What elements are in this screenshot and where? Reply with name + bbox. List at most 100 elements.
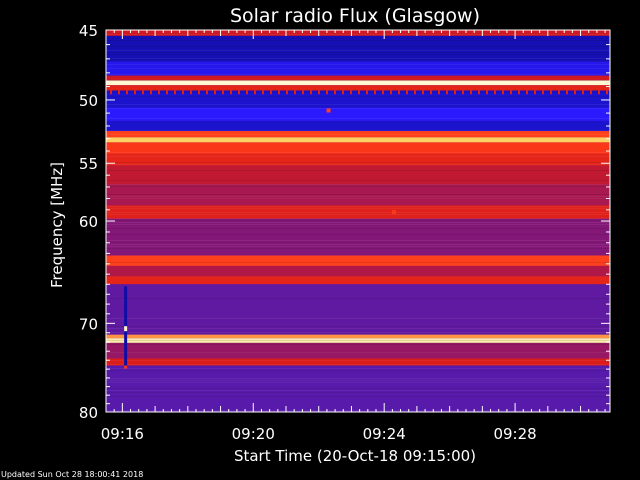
frequency-band [106, 120, 610, 132]
x-axis-label: Start Time (20-Oct-18 09:15:00) [234, 447, 476, 465]
y-tick-label: 60 [79, 213, 98, 231]
interference-dot [334, 90, 336, 95]
interference-dot [158, 90, 160, 95]
frequency-band [106, 184, 610, 206]
interference-dot [150, 90, 152, 95]
frequency-band [106, 137, 610, 143]
burst-spot [326, 108, 331, 113]
plot-area [106, 30, 610, 412]
interference-dot [126, 90, 128, 95]
interference-dot [502, 90, 504, 95]
interference-dot [374, 90, 376, 95]
interference-dot [406, 90, 408, 95]
frequency-band [106, 218, 610, 256]
frequency-band [106, 365, 610, 412]
frequency-band [106, 30, 610, 36]
y-tick-label: 50 [79, 92, 98, 110]
interference-dot [366, 90, 368, 95]
frequency-band [106, 342, 610, 359]
interference-dot [582, 90, 584, 95]
interference-dot [254, 90, 256, 95]
frequency-band [106, 90, 610, 108]
x-tick-label: 09:20 [232, 425, 275, 443]
frequency-band [106, 334, 610, 339]
interference-dot [134, 90, 136, 95]
y-tick-label: 80 [79, 404, 98, 422]
x-tick-label: 09:28 [493, 425, 536, 443]
frequency-band [106, 131, 610, 138]
interference-dot [318, 90, 320, 95]
interference-dot [390, 90, 392, 95]
interference-dot [230, 90, 232, 95]
interference-dot [222, 90, 224, 95]
frequency-band [106, 35, 610, 62]
interference-dot [190, 90, 192, 95]
interference-dot [518, 90, 520, 95]
x-tick-label: 09:24 [363, 425, 406, 443]
y-axis-label: Frequency [MHz] [48, 162, 66, 288]
interference-dot [198, 90, 200, 95]
frequency-band [106, 276, 610, 285]
interference-dot [262, 90, 264, 95]
interference-dot [534, 90, 536, 95]
interference-dot [462, 90, 464, 95]
interference-dot [566, 90, 568, 95]
frequency-band [106, 107, 610, 121]
interference-dot [110, 90, 112, 95]
frequency-band [106, 142, 610, 154]
interference-dot [510, 90, 512, 95]
frequency-band [106, 61, 610, 76]
interference-dot [606, 90, 608, 95]
interference-dot [350, 90, 352, 95]
frequency-band [106, 265, 610, 277]
frequency-band [106, 255, 610, 266]
interference-dot [206, 90, 208, 95]
interference-dot [598, 90, 600, 95]
chart-title: Solar radio Flux (Glasgow) [230, 5, 480, 27]
interference-dot [310, 90, 312, 95]
interference-dot [446, 90, 448, 95]
interference-dot [398, 90, 400, 95]
frequency-band [106, 338, 610, 343]
interference-dot [246, 90, 248, 95]
interference-dot [238, 90, 240, 95]
x-tick-label: 09:16 [101, 425, 144, 443]
interference-dot [422, 90, 424, 95]
interference-dot [470, 90, 472, 95]
frequency-band [106, 205, 610, 219]
interference-dot [358, 90, 360, 95]
frequency-band [106, 153, 610, 166]
y-tick-label: 45 [79, 22, 98, 40]
interference-dot [278, 90, 280, 95]
frequency-band [106, 75, 610, 81]
y-tick-label: 70 [79, 315, 98, 333]
frequency-band [106, 85, 610, 91]
frequency-band [106, 358, 610, 366]
update-timestamp: Updated Sun Oct 28 18:00:41 2018 [1, 470, 143, 479]
frequency-band [106, 80, 610, 86]
interference-dot [590, 90, 592, 95]
interference-dot [454, 90, 456, 95]
streak-bright-segment [124, 365, 128, 369]
interference-dot [430, 90, 432, 95]
interference-dot [182, 90, 184, 95]
frequency-band [106, 284, 610, 335]
streak-bright-segment [124, 326, 128, 332]
interference-dot [550, 90, 552, 95]
interference-dot [142, 90, 144, 95]
interference-dot [558, 90, 560, 95]
interference-dot [302, 90, 304, 95]
y-tick-label: 55 [79, 155, 98, 173]
interference-dot [294, 90, 296, 95]
frequency-band [106, 165, 610, 185]
interference-dot [174, 90, 176, 95]
interference-dot [574, 90, 576, 95]
interference-dot [526, 90, 528, 95]
interference-dot [342, 90, 344, 95]
interference-dot [542, 90, 544, 95]
interference-dot [438, 90, 440, 95]
interference-dot [326, 90, 328, 95]
interference-dot [494, 90, 496, 95]
